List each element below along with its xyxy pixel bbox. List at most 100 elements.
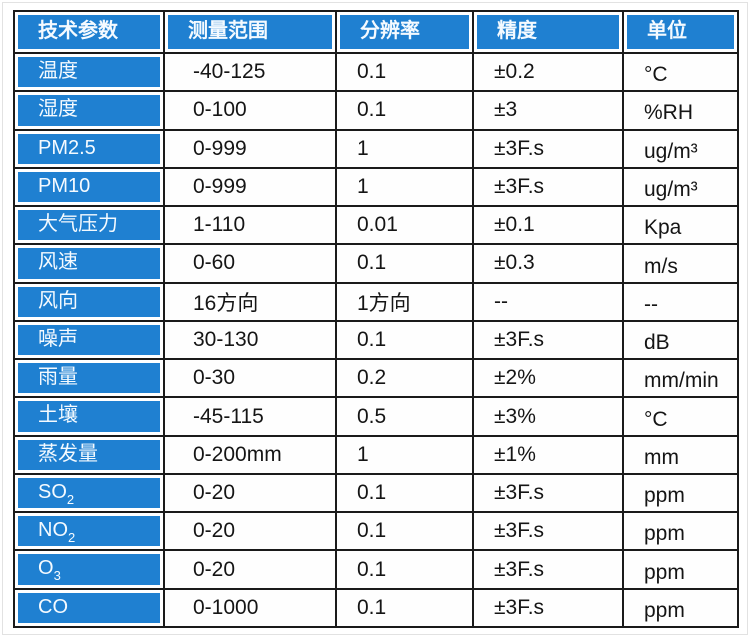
- table-row: 土壤 -45-115 0.5 ±3% °C: [13, 396, 739, 437]
- param-cell: 温度: [13, 51, 165, 93]
- param-label: SO: [38, 480, 67, 503]
- unit-cell: ppm: [622, 549, 739, 590]
- param-cell: NO2: [13, 511, 165, 552]
- resolution-cell: 0.5: [335, 396, 474, 437]
- unit-cell: ppm: [622, 511, 739, 552]
- unit-cell: mm: [622, 434, 739, 475]
- range-cell: 0-1000: [163, 587, 337, 629]
- table-row: 大气压力 1-110 0.01 ±0.1 Kpa: [13, 205, 739, 246]
- unit-cell: ppm: [622, 587, 739, 629]
- accuracy-cell: ±0.1: [472, 205, 624, 246]
- resolution-cell: 0.1: [335, 243, 474, 284]
- param-label: 土壤: [38, 404, 78, 427]
- param-cell: 大气压力: [13, 205, 165, 246]
- param-cell-fill: PM10: [18, 171, 160, 203]
- header-cell-range-fill: 测量范围: [168, 15, 332, 49]
- unit-cell: %RH: [622, 90, 739, 131]
- spec-table-wrap: 技术参数 测量范围 分辨率 精度 单位 温度 -40-125 0.1 ±0.2 °C 湿度…: [13, 10, 739, 629]
- accuracy-cell: ±0.2: [472, 51, 624, 93]
- param-label: 风向: [38, 289, 78, 312]
- accuracy-cell: ±3F.s: [472, 472, 624, 514]
- range-cell: 16方向: [163, 281, 337, 322]
- param-label: 风速: [38, 251, 78, 274]
- param-subscript: 3: [53, 568, 61, 584]
- header-cell-accuracy: 精度: [472, 10, 624, 54]
- accuracy-cell: ±3F.s: [472, 319, 624, 361]
- param-cell: 风向: [13, 281, 165, 322]
- param-label: PM2.5: [38, 136, 96, 159]
- table-row: 雨量 0-30 0.2 ±2% mm/min: [13, 358, 739, 399]
- table-row: 温度 -40-125 0.1 ±0.2 °C: [13, 51, 739, 93]
- table-row: SO2 0-20 0.1 ±3F.s ppm: [13, 472, 739, 514]
- unit-cell: Kpa: [622, 205, 739, 246]
- range-cell: 0-60: [163, 243, 337, 284]
- unit-cell: ppm: [622, 472, 739, 514]
- param-cell-fill: CO: [18, 592, 160, 623]
- param-subscript: 2: [66, 491, 75, 507]
- table-row: 噪声 30-130 0.1 ±3F.s dB: [13, 319, 739, 361]
- header-label: 单位: [647, 20, 687, 42]
- param-cell: 风速: [13, 243, 165, 284]
- param-cell-fill: 噪声: [18, 324, 160, 356]
- range-cell: 30-130: [163, 319, 337, 361]
- table-row: 风向 16方向 1方向 -- --: [13, 281, 739, 322]
- resolution-cell: 1: [335, 434, 474, 475]
- resolution-cell: 1方向: [335, 281, 474, 322]
- param-cell: PM10: [13, 166, 165, 208]
- range-cell: 0-100: [163, 90, 337, 131]
- resolution-cell: 0.1: [335, 90, 474, 131]
- table-row: 蒸发量 0-200mm 1 ±1% mm: [13, 434, 739, 475]
- unit-cell: °C: [622, 51, 739, 93]
- unit-cell: m/s: [622, 243, 739, 284]
- header-cell-param-fill: 技术参数: [18, 15, 160, 49]
- resolution-cell: 0.1: [335, 51, 474, 93]
- resolution-cell: 0.1: [335, 549, 474, 590]
- header-cell-accuracy-fill: 精度: [477, 15, 619, 49]
- table-row: CO 0-1000 0.1 ±3F.s ppm: [13, 587, 739, 629]
- table-row: PM2.5 0-999 1 ±3F.s ug/m³: [13, 128, 739, 169]
- header-label: 精度: [497, 20, 537, 42]
- unit-cell: ug/m³: [622, 166, 739, 208]
- accuracy-cell: ±0.3: [472, 243, 624, 284]
- resolution-cell: 0.2: [335, 358, 474, 399]
- resolution-cell: 0.1: [335, 587, 474, 629]
- header-cell-resolution-fill: 分辨率: [340, 15, 469, 49]
- param-cell-fill: 土壤: [18, 401, 160, 432]
- param-cell: O3: [13, 549, 165, 590]
- accuracy-cell: ±3F.s: [472, 587, 624, 629]
- accuracy-cell: ±3F.s: [472, 549, 624, 590]
- param-cell-fill: O3: [18, 554, 160, 585]
- range-cell: 0-20: [163, 549, 337, 590]
- header-label: 技术参数: [38, 20, 118, 42]
- param-cell: 噪声: [13, 319, 165, 361]
- param-label: 湿度: [38, 98, 78, 121]
- header-row: 技术参数 测量范围 分辨率 精度 单位: [13, 10, 739, 54]
- param-cell-fill: 风速: [18, 248, 160, 279]
- param-subscript: 2: [68, 530, 76, 546]
- accuracy-cell: ±2%: [472, 358, 624, 399]
- param-cell: CO: [13, 587, 165, 629]
- range-cell: -45-115: [163, 396, 337, 437]
- accuracy-cell: ±1%: [472, 434, 624, 475]
- param-cell-fill: 湿度: [18, 95, 160, 126]
- table-row: NO2 0-20 0.1 ±3F.s ppm: [13, 511, 739, 552]
- header-cell-resolution: 分辨率: [335, 10, 474, 54]
- accuracy-cell: --: [472, 281, 624, 322]
- unit-cell: mm/min: [622, 358, 739, 399]
- table-row: 风速 0-60 0.1 ±0.3 m/s: [13, 243, 739, 284]
- param-cell-fill: 雨量: [18, 363, 160, 394]
- param-label: 蒸发量: [38, 442, 98, 465]
- accuracy-cell: ±3: [472, 90, 624, 131]
- range-cell: 0-999: [163, 166, 337, 208]
- param-label: O: [38, 557, 54, 580]
- resolution-cell: 1: [335, 166, 474, 208]
- header-label: 分辨率: [360, 20, 420, 42]
- param-cell: 蒸发量: [13, 434, 165, 475]
- param-cell-fill: 大气压力: [18, 210, 160, 241]
- param-label: CO: [38, 595, 68, 618]
- table-row: O3 0-20 0.1 ±3F.s ppm: [13, 549, 739, 590]
- header-cell-range: 测量范围: [163, 10, 337, 54]
- param-cell-fill: 蒸发量: [18, 439, 160, 470]
- resolution-cell: 0.1: [335, 319, 474, 361]
